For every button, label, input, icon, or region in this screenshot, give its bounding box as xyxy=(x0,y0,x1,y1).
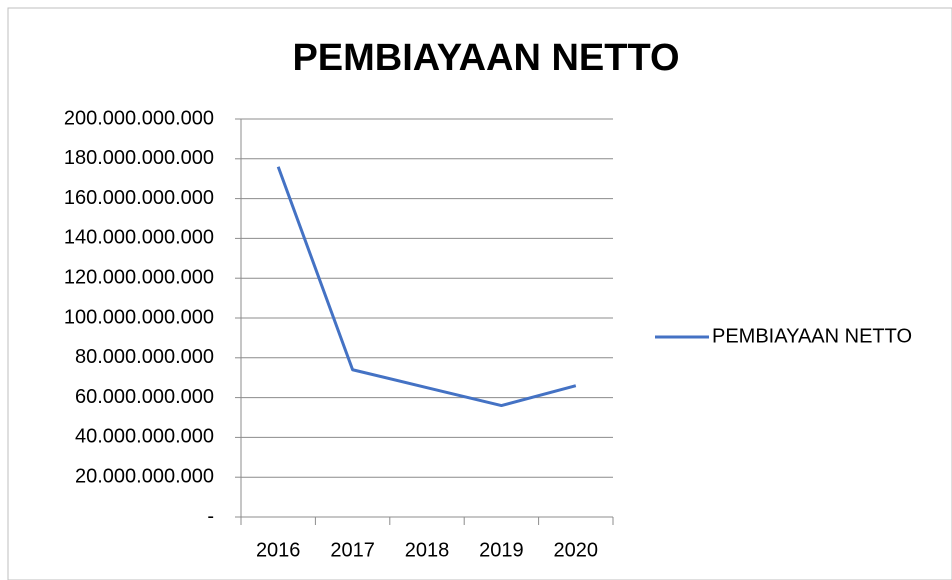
line-series xyxy=(276,166,577,408)
y-tick-label: 20.000.000.000 xyxy=(75,465,214,487)
y-tick-label: 60.000.000.000 xyxy=(75,386,214,408)
y-tick-label: 160.000.000.000 xyxy=(64,187,214,209)
x-tick-label: 2018 xyxy=(405,539,450,561)
y-tick-label: 140.000.000.000 xyxy=(64,227,214,249)
legend-label: PEMBIAYAAN NETTO xyxy=(712,325,912,347)
x-tick-label: 2020 xyxy=(554,539,599,561)
y-tick-label: 100.000.000.000 xyxy=(64,306,214,328)
y-tick-label: 180.000.000.000 xyxy=(64,147,214,169)
x-tick-label: 2019 xyxy=(479,539,524,561)
x-tick-label: 2017 xyxy=(330,539,375,561)
y-tick-label: 120.000.000.000 xyxy=(64,266,214,288)
y-tick-label: 200.000.000.000 xyxy=(64,107,214,129)
y-tick-label: 40.000.000.000 xyxy=(75,426,214,448)
chart-title: PEMBIAYAAN NETTO xyxy=(292,37,679,79)
y-tick-label: - xyxy=(207,505,214,527)
y-tick-label: 80.000.000.000 xyxy=(75,346,214,368)
x-tick-label: 2016 xyxy=(256,539,301,561)
chart-frame xyxy=(7,7,952,580)
